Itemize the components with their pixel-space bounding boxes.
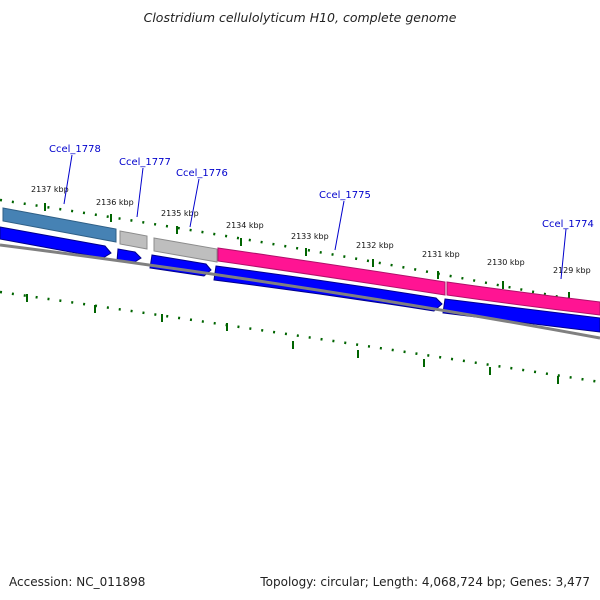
accession-label: Accession: NC_011898 [9,575,146,589]
forward-strand-cds [2,207,600,316]
tick-label: 2131 kbp [422,250,460,259]
map-title: Clostridium cellulolyticum H10, complete… [143,10,457,25]
gene-leader-line [63,154,73,205]
outer-tick-track [0,198,600,307]
gene-label-ccel-1774[interactable]: Ccel_1774 [542,219,594,230]
tick-label: 2130 kbp [487,258,525,267]
inner-major-ticks [26,294,559,384]
tick-label: 2132 kbp [356,241,394,250]
cds-ccel-1778[interactable] [2,207,117,243]
gene-leader-line [334,200,345,251]
tick-label: 2129 kbp [553,266,591,275]
genome-summary: Topology: circular; Length: 4,068,724 bp… [260,575,590,589]
cds-ccel-1776[interactable] [153,237,218,263]
tick-label: 2136 kbp [96,198,134,207]
gene-label-ccel-1777[interactable]: Ccel_1777 [119,157,171,168]
inner-minor-ticks [0,290,600,384]
gene-leader-line [136,167,144,218]
tick-label: 2135 kbp [161,209,199,218]
gene-label-ccel-1775[interactable]: Ccel_1775 [319,190,371,201]
gene-leader-line [560,228,567,280]
gene-label-ccel-1778[interactable]: Ccel_1778 [49,144,101,155]
tick-labels: 2137 kbp 2136 kbp 2135 kbp 2134 kbp 2133… [31,185,591,275]
outer-minor-ticks [0,198,600,307]
reverse-cds-arrow[interactable] [0,226,112,259]
cds-ccel-1774[interactable] [446,281,600,316]
tick-label: 2133 kbp [291,232,329,241]
inner-tick-track [0,290,600,384]
tick-label: 2134 kbp [226,221,264,230]
cds-ccel-1777[interactable] [119,230,148,250]
gene-labels: Ccel_1778 Ccel_1777 Ccel_1776 Ccel_1775 … [49,144,594,280]
reverse-strand-cds [0,226,600,333]
genome-backbone [0,243,600,340]
cds-ccel-1775[interactable] [217,247,446,296]
gene-label-ccel-1776[interactable]: Ccel_1776 [176,168,228,179]
gene-leader-line [189,178,200,228]
outer-major-ticks [44,203,570,300]
tick-label: 2137 kbp [31,185,69,194]
